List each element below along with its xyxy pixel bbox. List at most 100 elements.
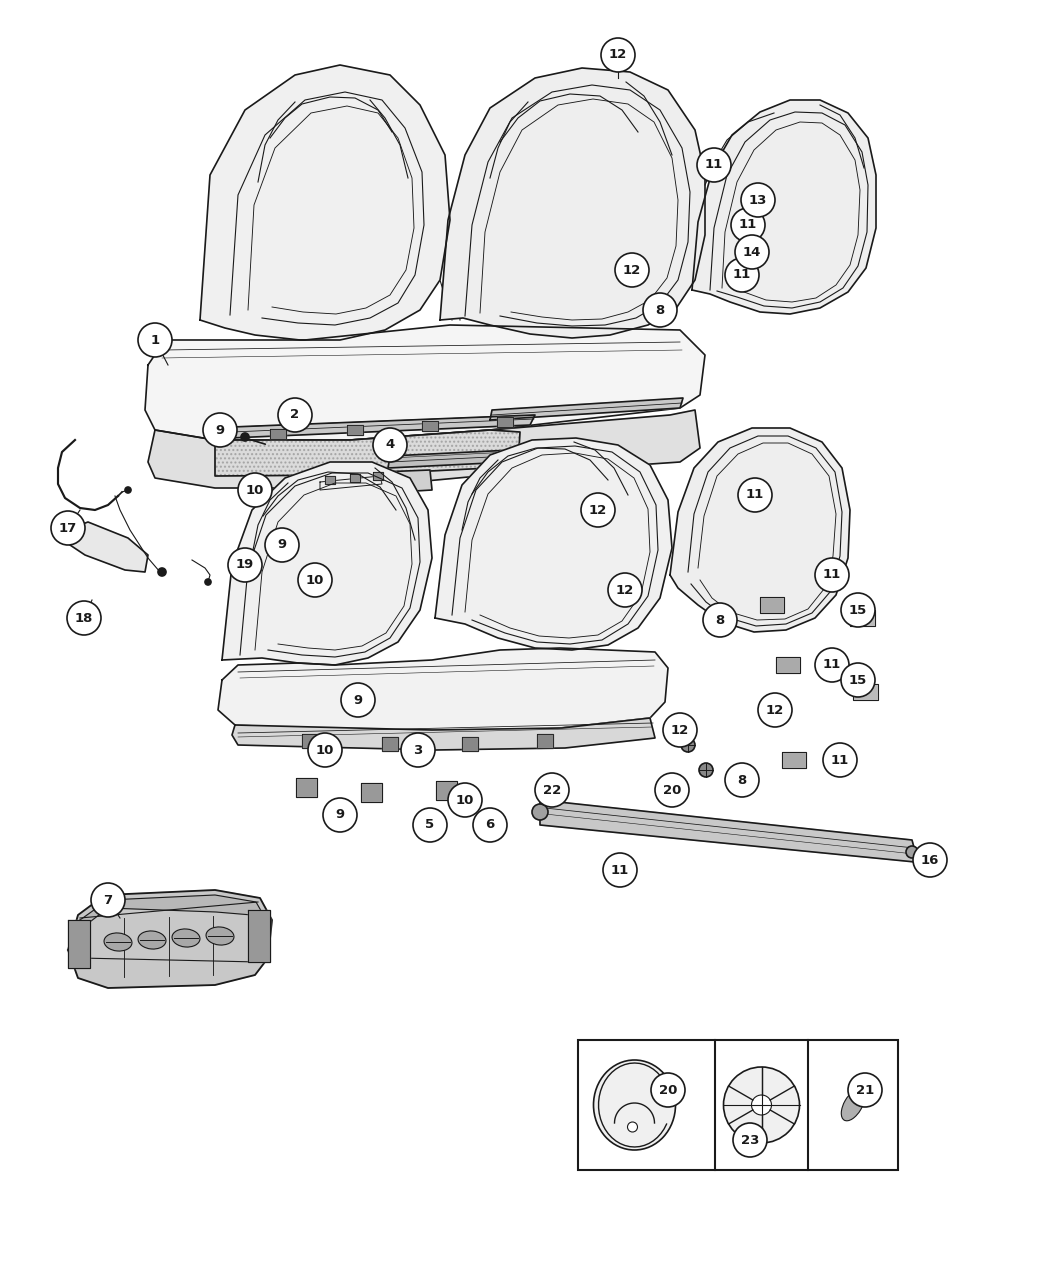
Polygon shape [760,598,784,613]
Text: 11: 11 [746,489,764,502]
Text: 6: 6 [485,819,494,831]
Polygon shape [350,474,360,481]
Text: 16: 16 [920,853,939,867]
Polygon shape [422,421,438,432]
Polygon shape [145,326,705,441]
Text: 10: 10 [316,743,335,756]
Ellipse shape [104,933,132,951]
Circle shape [278,398,312,432]
Text: 11: 11 [611,863,629,876]
Text: 23: 23 [741,1134,760,1147]
Text: 10: 10 [456,793,474,807]
Ellipse shape [593,1060,675,1151]
Text: 15: 15 [849,673,867,687]
Polygon shape [320,476,382,490]
Text: 3: 3 [413,743,423,756]
Text: 9: 9 [216,424,224,437]
Circle shape [125,487,132,493]
Text: 22: 22 [543,784,561,797]
Polygon shape [230,415,535,438]
Circle shape [733,1122,767,1157]
Circle shape [724,1068,800,1143]
Text: 4: 4 [385,438,394,452]
Text: 12: 12 [623,263,641,277]
Circle shape [603,853,638,888]
Text: 12: 12 [589,503,607,516]
FancyBboxPatch shape [578,1039,898,1170]
Text: 11: 11 [739,218,757,231]
Circle shape [741,183,775,217]
Text: 19: 19 [236,558,255,572]
Text: 5: 5 [425,819,434,831]
Polygon shape [68,890,272,988]
Polygon shape [670,428,850,632]
Text: 15: 15 [849,604,867,617]
Circle shape [308,733,342,767]
Text: 14: 14 [743,245,762,258]
Polygon shape [850,610,875,626]
Polygon shape [200,65,450,340]
Polygon shape [70,522,148,572]
Circle shape [67,601,101,635]
Text: 1: 1 [150,333,160,346]
Circle shape [841,663,875,697]
Circle shape [651,1073,685,1107]
Text: 9: 9 [353,693,363,706]
Circle shape [731,208,765,243]
Circle shape [138,323,171,358]
Circle shape [341,683,375,716]
Circle shape [601,38,635,72]
Text: 11: 11 [823,568,842,581]
Text: 11: 11 [831,753,849,766]
Text: 12: 12 [609,49,627,61]
Circle shape [241,433,249,441]
Circle shape [473,808,507,842]
Circle shape [448,783,482,817]
Polygon shape [434,438,672,650]
Circle shape [906,845,918,858]
Circle shape [203,412,237,447]
Polygon shape [782,752,806,767]
Ellipse shape [173,928,200,948]
Polygon shape [440,68,705,338]
Circle shape [532,805,548,820]
Polygon shape [302,734,318,748]
Polygon shape [373,472,383,480]
Text: 8: 8 [737,774,747,787]
Circle shape [413,808,447,842]
Circle shape [663,713,697,747]
Ellipse shape [206,927,234,945]
Circle shape [841,593,875,627]
Circle shape [681,738,695,752]
Text: 9: 9 [336,808,345,821]
Polygon shape [388,450,512,467]
Circle shape [655,773,689,807]
Text: 8: 8 [715,613,725,627]
Polygon shape [148,410,700,488]
Text: 12: 12 [766,704,784,716]
Circle shape [615,253,649,287]
Polygon shape [540,799,916,862]
Circle shape [92,882,125,917]
Text: 10: 10 [306,573,324,586]
Polygon shape [462,737,478,751]
Circle shape [238,472,272,507]
Circle shape [735,235,769,269]
Circle shape [699,762,713,776]
Text: 21: 21 [856,1083,874,1097]
Polygon shape [325,476,335,484]
Circle shape [50,511,85,545]
Text: 18: 18 [75,612,94,624]
Polygon shape [361,783,382,802]
Circle shape [401,733,434,767]
Circle shape [205,578,211,585]
Circle shape [697,148,731,183]
Circle shape [815,558,849,593]
Polygon shape [537,734,553,748]
Circle shape [848,1073,882,1107]
Circle shape [913,843,947,877]
Circle shape [228,548,262,582]
Text: 9: 9 [278,539,286,552]
Polygon shape [68,919,90,968]
Polygon shape [296,778,317,797]
